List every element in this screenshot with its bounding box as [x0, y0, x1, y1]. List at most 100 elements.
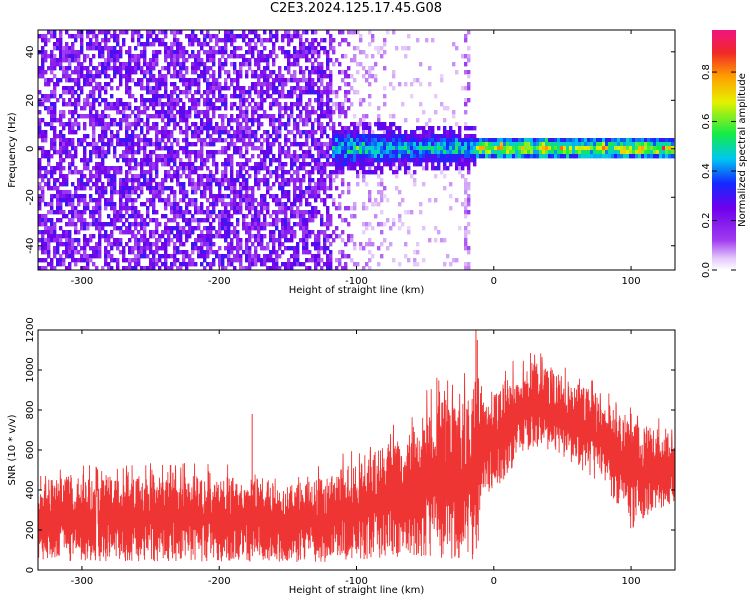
heatmap-cell — [665, 138, 669, 143]
heatmap-cell — [539, 146, 543, 151]
heatmap-cell — [200, 162, 204, 167]
heatmap-cell — [344, 142, 348, 147]
heatmap-cell — [179, 250, 183, 255]
heatmap-cell — [326, 226, 330, 231]
heatmap-cell — [200, 62, 204, 67]
heatmap-cell — [230, 214, 234, 219]
heatmap-cell — [371, 66, 375, 71]
heatmap-cell — [164, 266, 168, 270]
heatmap-cell — [464, 146, 468, 151]
heatmap-cell — [341, 154, 345, 159]
heatmap-cell — [302, 178, 306, 183]
heatmap-cell — [68, 170, 72, 175]
heatmap-cell — [575, 146, 579, 151]
heatmap-cell — [164, 66, 168, 71]
heatmap-cell — [362, 138, 366, 143]
heatmap-cell — [419, 202, 423, 207]
heatmap-cell — [77, 250, 81, 255]
heatmap-cell — [59, 162, 63, 167]
heatmap-cell — [332, 38, 336, 43]
heatmap-cell — [434, 158, 438, 163]
heatmap-cell — [419, 126, 423, 131]
heatmap-cell — [407, 258, 411, 263]
heatmap-cell — [41, 178, 45, 183]
heatmap-cell — [107, 262, 111, 267]
heatmap-cell — [68, 242, 72, 247]
heatmap-cell — [149, 34, 153, 39]
heatmap-cell — [182, 58, 186, 63]
heatmap-cell — [143, 242, 147, 247]
heatmap-cell — [257, 122, 261, 127]
heatmap-cell — [71, 58, 75, 63]
heatmap-cell — [305, 242, 309, 247]
heatmap-cell — [209, 122, 213, 127]
heatmap-cell — [392, 134, 396, 139]
heatmap-cell — [146, 214, 150, 219]
heatmap-cell — [533, 150, 537, 155]
heatmap-cell — [317, 238, 321, 243]
heatmap-cell — [254, 138, 258, 143]
heatmap-cell — [317, 142, 321, 147]
heatmap-cell — [464, 38, 468, 43]
heatmap-cell — [206, 142, 210, 147]
heatmap-cell — [659, 146, 663, 151]
heatmap-cell — [170, 98, 174, 103]
heatmap-cell — [401, 138, 405, 143]
heatmap-cell — [158, 50, 162, 55]
heatmap-cell — [83, 218, 87, 223]
heatmap-cell — [146, 90, 150, 95]
heatmap-cell — [140, 166, 144, 171]
heatmap-cell — [179, 186, 183, 191]
heatmap-cell — [473, 126, 477, 131]
heatmap-cell — [506, 154, 510, 159]
heatmap-cell — [329, 250, 333, 255]
heatmap-cell — [446, 146, 450, 151]
heatmap-cell — [137, 250, 141, 255]
heatmap-cell — [134, 166, 138, 171]
heatmap-cell — [191, 162, 195, 167]
heatmap-cell — [161, 230, 165, 235]
heatmap-cell — [278, 70, 282, 75]
heatmap-cell — [197, 226, 201, 231]
heatmap-cell — [329, 162, 333, 167]
heatmap-cell — [275, 198, 279, 203]
heatmap-cell — [329, 46, 333, 51]
heatmap-cell — [248, 226, 252, 231]
heatmap-cell — [347, 142, 351, 147]
heatmap-cell — [107, 234, 111, 239]
heatmap-cell — [389, 130, 393, 135]
heatmap-cell — [89, 102, 93, 107]
heatmap-cell — [152, 54, 156, 59]
heatmap-cell — [584, 142, 588, 147]
heatmap-cell — [263, 166, 267, 171]
heatmap-cell — [161, 42, 165, 47]
heatmap-cell — [443, 130, 447, 135]
heatmap-cell — [263, 162, 267, 167]
heatmap-cell — [110, 194, 114, 199]
heatmap-cell — [260, 194, 264, 199]
heatmap-cell — [221, 226, 225, 231]
heatmap-cell — [149, 114, 153, 119]
heatmap-cell — [44, 54, 48, 59]
heatmap-cell — [347, 146, 351, 151]
heatmap-cell — [350, 102, 354, 107]
heatmap-cell — [494, 154, 498, 159]
heatmap-cell — [296, 102, 300, 107]
heatmap-cell — [287, 106, 291, 111]
heatmap-cell — [308, 234, 312, 239]
heatmap-cell — [212, 178, 216, 183]
heatmap-cell — [290, 206, 294, 211]
heatmap-cell — [275, 158, 279, 163]
heatmap-cell — [449, 134, 453, 139]
heatmap-cell — [182, 66, 186, 71]
heatmap-cell — [371, 38, 375, 43]
heatmap-cell — [164, 142, 168, 147]
heatmap-cell — [38, 174, 42, 179]
heatmap-cell — [221, 234, 225, 239]
heatmap-cell — [170, 190, 174, 195]
heatmap-cell — [188, 98, 192, 103]
heatmap-cell — [467, 194, 471, 199]
heatmap-cell — [380, 150, 384, 155]
heatmap-cell — [320, 38, 324, 43]
heatmap-cell — [161, 130, 165, 135]
